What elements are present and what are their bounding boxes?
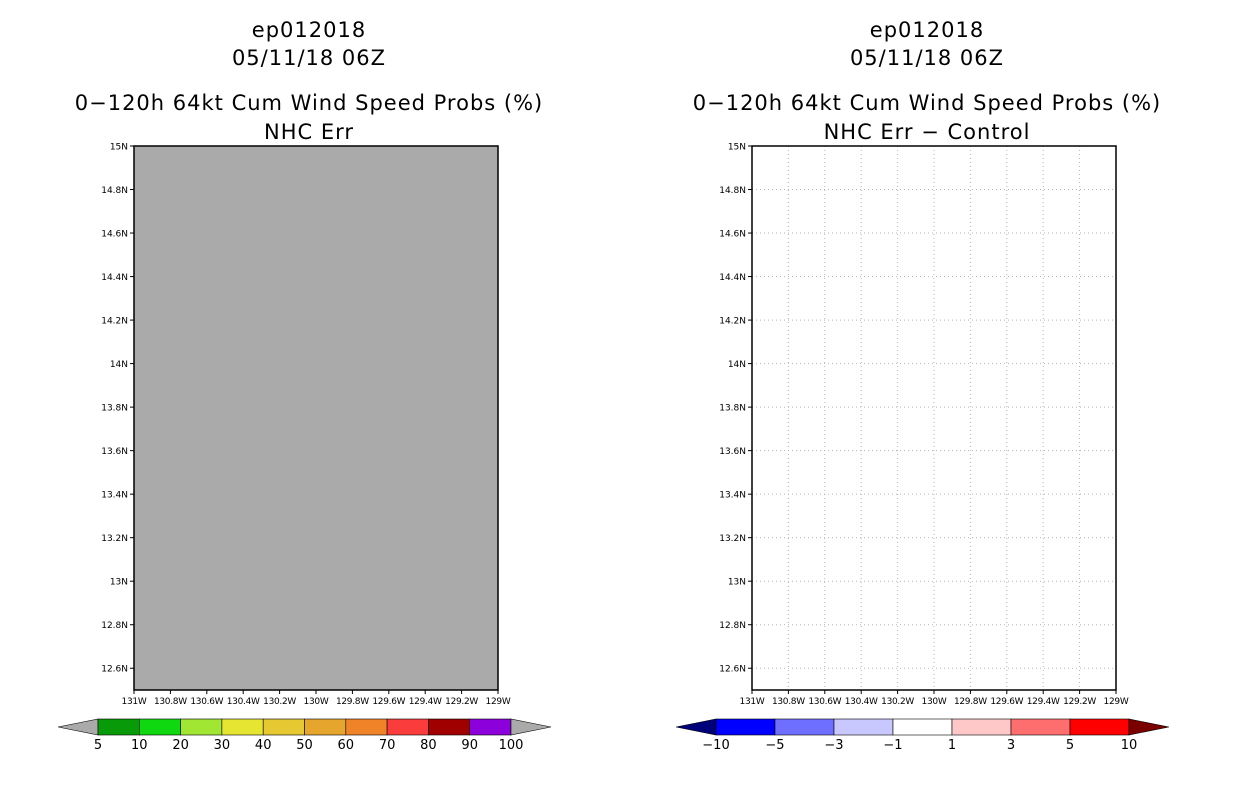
left-y-tick-label: 14.2N	[101, 317, 128, 327]
left-storm-id: ep012018	[251, 18, 367, 42]
left-plot-fill	[134, 146, 498, 690]
left-datetime: 05/11/18 06Z	[231, 46, 387, 70]
right-x-tick-label: 130.6W	[808, 697, 841, 707]
right-colorbar-label: 1	[948, 738, 956, 753]
left-x-tick-label: 129.6W	[372, 697, 405, 707]
right-storm-id: ep012018	[869, 18, 985, 42]
right-colorbar-box	[892, 718, 953, 736]
right-x-tick-label: 129.6W	[990, 697, 1023, 707]
left-colorbar-box	[262, 718, 305, 736]
left-colorbar-label: 20	[172, 738, 189, 753]
left-colorbar-label: 5	[94, 738, 102, 753]
left-colorbar-box	[97, 718, 140, 736]
left-x-tick-label: 130.8W	[154, 697, 187, 707]
right-colorbar-box	[1069, 718, 1130, 736]
right-x-tick-label: 129.4W	[1027, 697, 1060, 707]
right-colorbar-box	[951, 718, 1012, 736]
left-colorbar-label: 80	[420, 738, 437, 753]
right-y-tick-label: 13.4N	[719, 491, 746, 501]
left-colorbar-box	[345, 718, 388, 736]
left-subtitle: NHC Err	[263, 120, 354, 144]
left-colorbar-high-arrow	[510, 718, 552, 736]
left-colorbar-low-arrow	[57, 718, 99, 736]
left-x-tick-label: 130.6W	[190, 697, 223, 707]
left-y-tick-label: 13N	[110, 578, 128, 588]
right-colorbar-label: 5	[1066, 738, 1074, 753]
right-colorbar-box	[774, 718, 835, 736]
left-colorbar-label: 60	[338, 738, 355, 753]
left-y-tick-label: 14.4N	[101, 273, 128, 283]
right-colorbar-box	[1010, 718, 1071, 736]
right-colorbar-box	[833, 718, 894, 736]
left-probability-map: 15N 14.8N 14.6N 14.4N 14.2N 14N 13.8N 13.6N 13.4…	[57, 143, 552, 753]
right-x-tick-label: 129.2W	[1063, 697, 1096, 707]
right-colorbar-label: 3	[1007, 738, 1015, 753]
right-y-tick-label: 13.8N	[719, 404, 746, 414]
right-y-tick-label: 14.2N	[719, 317, 746, 327]
right-x-tick-label: 130.2W	[881, 697, 914, 707]
left-colorbar-box	[180, 718, 223, 736]
right-x-tick-label: 129W	[1104, 697, 1129, 707]
left-y-tick-label: 13.4N	[101, 491, 128, 501]
right-x-tick-label: 130.4W	[845, 697, 878, 707]
left-colorbar-box	[139, 718, 181, 736]
right-y-tick-label: 13.6N	[719, 447, 746, 457]
right-colorbar-low-arrow	[675, 718, 717, 736]
left-x-tick-label: 130.4W	[227, 697, 260, 707]
right-colorbar-high-arrow	[1128, 718, 1170, 736]
right-y-tick-label: 12.8N	[719, 621, 746, 631]
right-colorbar-label: 10	[1121, 738, 1138, 753]
left-colorbar-box	[428, 718, 470, 736]
left-product-title: 0−120h 64kt Cum Wind Speed Probs (%)	[74, 91, 544, 115]
right-subtitle: NHC Err − Control	[823, 120, 1031, 144]
left-y-tick-label: 14N	[110, 360, 128, 370]
right-colorbar-label: −10	[702, 738, 729, 753]
left-y-tick-label: 13.6N	[101, 447, 128, 457]
left-x-tick-label: 129W	[486, 697, 511, 707]
right-y-tick-label: 13N	[728, 578, 746, 588]
left-x-tick-label: 129.4W	[409, 697, 442, 707]
right-colorbar-label: −5	[765, 738, 784, 753]
left-x-tick-label: 129.8W	[336, 697, 369, 707]
left-x-tick-label: 130.2W	[263, 697, 296, 707]
left-x-tick-label: 129.2W	[445, 697, 478, 707]
left-colorbar-label: 50	[296, 738, 313, 753]
left-colorbar-box	[304, 718, 347, 736]
left-x-tick-label: 131W	[122, 697, 147, 707]
left-y-tick-label: 15N	[110, 143, 128, 153]
left-colorbar-label: 100	[499, 738, 524, 753]
right-y-tick-label: 14.4N	[719, 273, 746, 283]
left-y-tick-label: 13.8N	[101, 404, 128, 414]
right-colorbar-label: −1	[883, 738, 902, 753]
right-y-tick-label: 15N	[728, 143, 746, 153]
right-x-tick-label: 130W	[922, 697, 947, 707]
left-colorbar-label: 70	[379, 738, 396, 753]
right-colorbar-label: −3	[824, 738, 843, 753]
left-y-tick-label: 12.6N	[101, 665, 128, 675]
right-product-title: 0−120h 64kt Cum Wind Speed Probs (%)	[692, 91, 1162, 115]
right-x-tick-label: 129.8W	[954, 697, 987, 707]
right-y-tick-label: 14.6N	[719, 230, 746, 240]
right-x-tick-label: 130.8W	[772, 697, 805, 707]
right-datetime: 05/11/18 06Z	[849, 46, 1005, 70]
left-y-tick-label: 14.8N	[101, 186, 128, 196]
left-x-tick-label: 130W	[304, 697, 329, 707]
left-y-tick-label: 12.8N	[101, 621, 128, 631]
left-colorbar-box	[469, 718, 512, 736]
left-y-tick-label: 13.2N	[101, 534, 128, 544]
left-colorbar-box	[221, 718, 264, 736]
right-difference-map: 15N 14.8N 14.6N 14.4N 14.2N 14N 13.8N 13.6N 13.4…	[675, 143, 1170, 753]
left-colorbar-label: 10	[131, 738, 148, 753]
left-colorbar-label: 30	[214, 738, 231, 753]
right-y-tick-label: 13.2N	[719, 534, 746, 544]
right-x-tick-label: 131W	[740, 697, 765, 707]
left-colorbar-label: 90	[461, 738, 478, 753]
right-y-tick-label: 14N	[728, 360, 746, 370]
right-y-tick-label: 12.6N	[719, 665, 746, 675]
right-colorbar-box	[715, 718, 776, 736]
left-colorbar-box	[386, 718, 429, 736]
left-y-tick-label: 14.6N	[101, 230, 128, 240]
right-y-tick-label: 14.8N	[719, 186, 746, 196]
left-colorbar-label: 40	[255, 738, 272, 753]
